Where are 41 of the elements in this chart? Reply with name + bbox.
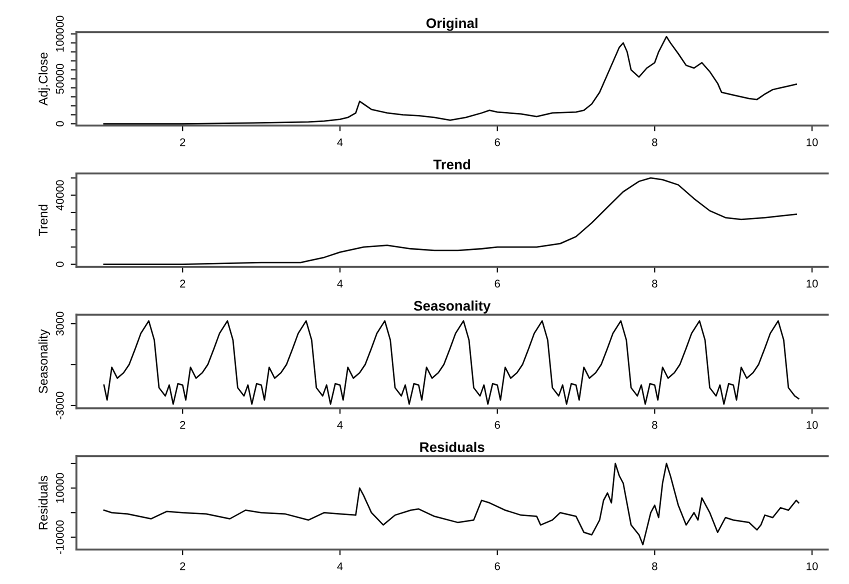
y-tick-label: 0 [56, 121, 64, 126]
y-tick-label: 3000 [56, 312, 64, 336]
x-tick-label: 10 [806, 138, 818, 146]
line-series [103, 462, 800, 546]
chart-title: Residuals [420, 442, 484, 452]
y-axis-title: Seasonality [38, 329, 50, 394]
x-tick-label: 8 [652, 280, 658, 288]
x-tick-label: 4 [337, 280, 343, 288]
x-tick-label: 2 [180, 280, 186, 288]
line-series [103, 320, 800, 405]
x-tick-label: 6 [494, 562, 500, 570]
x-tick-label: 10 [806, 280, 818, 288]
x-tick-label: 6 [494, 280, 500, 288]
line-series [103, 36, 797, 124]
x-tick-label: 10 [806, 421, 818, 429]
y-axis-title: Trend [38, 204, 48, 236]
chart-title: Seasonality [414, 300, 491, 314]
x-tick-label: 8 [652, 138, 658, 146]
line-series [103, 177, 797, 265]
chart-title: Original [426, 18, 478, 31]
x-tick-label: 8 [652, 562, 658, 570]
chart-title: Trend [433, 159, 470, 170]
x-tick-label: 10 [806, 562, 818, 570]
x-tick-label: 4 [337, 421, 343, 429]
y-tick-label: 50000 [56, 64, 64, 94]
y-axis-title: Adj.Close [38, 52, 50, 106]
x-tick-label: 8 [652, 421, 658, 429]
x-tick-label: 2 [180, 562, 186, 570]
y-axis-title: Residuals [38, 476, 48, 530]
y-tick-label: 10000 [56, 473, 64, 503]
x-tick-label: 2 [180, 138, 186, 146]
y-tick-label: -3000 [56, 392, 64, 420]
x-tick-label: 6 [494, 138, 500, 146]
x-tick-label: 6 [494, 421, 500, 429]
y-tick-label: -10000 [56, 520, 64, 554]
x-tick-label: 4 [337, 562, 343, 570]
x-tick-label: 2 [180, 421, 186, 429]
x-tick-label: 4 [337, 138, 343, 146]
y-tick-label: 40000 [56, 180, 64, 210]
y-tick-label: 100000 [56, 16, 64, 52]
y-tick-label: 0 [56, 262, 64, 267]
